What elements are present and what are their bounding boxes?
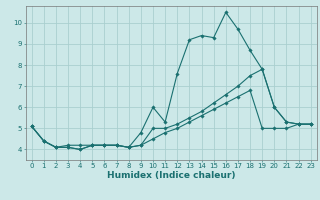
X-axis label: Humidex (Indice chaleur): Humidex (Indice chaleur) xyxy=(107,171,236,180)
